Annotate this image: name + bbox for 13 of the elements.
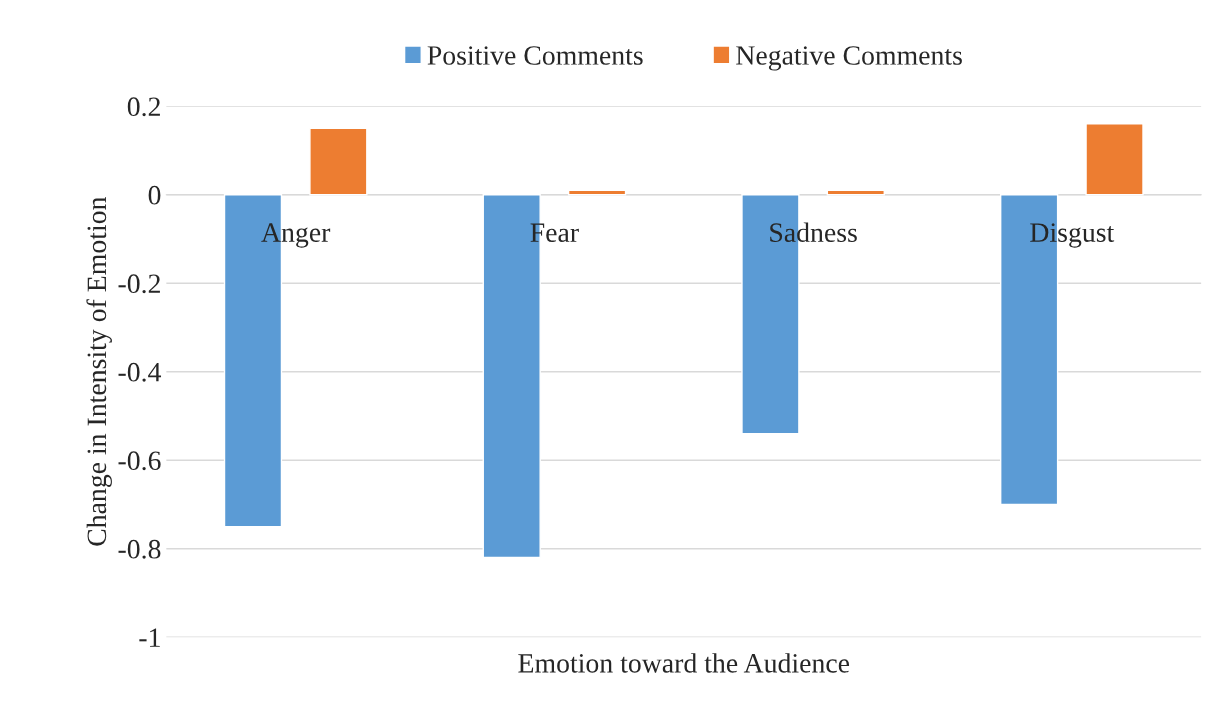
y-tick-label: -0.6 — [118, 451, 161, 471]
y-tick-label: -0.8 — [118, 539, 161, 559]
y-tick-label: -0.4 — [118, 362, 162, 382]
bar — [309, 127, 368, 196]
y-tick-label: -0.2 — [118, 274, 160, 294]
y-tick-label: -1 — [139, 628, 160, 647]
bar — [1085, 123, 1144, 196]
legend-label: Positive Comments — [427, 46, 643, 65]
x-axis-title: Emotion toward the Audience — [518, 653, 850, 673]
y-tick-label: 0.2 — [127, 97, 160, 117]
legend-label: Negative Comments — [736, 46, 962, 71]
y-axis-title: Change in Intensity of Emotion — [86, 196, 112, 546]
y-tick-label: 0 — [148, 185, 161, 205]
